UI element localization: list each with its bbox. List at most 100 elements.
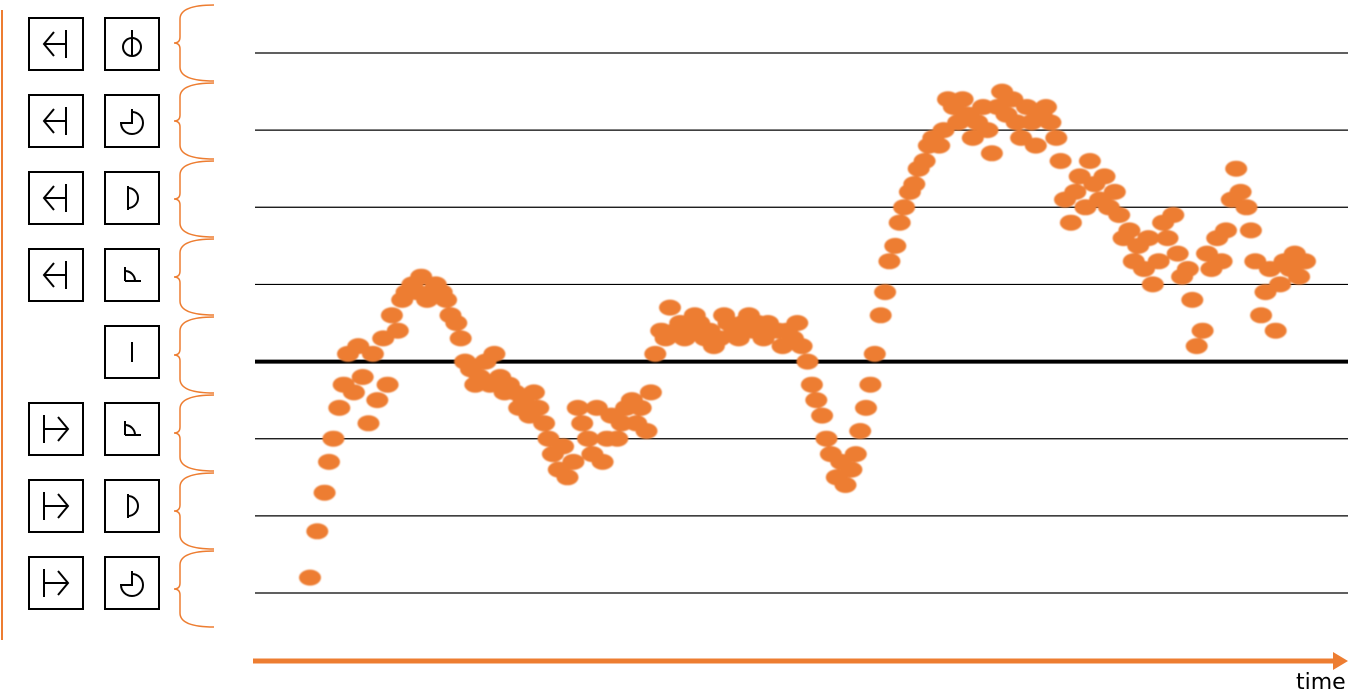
dial-quarter-icon bbox=[124, 421, 141, 436]
data-point bbox=[834, 477, 857, 493]
direction-box bbox=[28, 402, 84, 456]
data-point bbox=[639, 384, 662, 401]
dial-quarter-icon bbox=[124, 267, 141, 282]
data-point bbox=[318, 453, 340, 470]
data-point bbox=[840, 461, 863, 478]
data-point bbox=[878, 253, 901, 270]
data-point bbox=[1239, 222, 1262, 239]
data-point bbox=[980, 145, 1003, 162]
data-point bbox=[869, 307, 892, 324]
state-box bbox=[104, 171, 160, 225]
data-point bbox=[366, 392, 389, 409]
dial-three-quarter-icon bbox=[119, 109, 144, 135]
data-point bbox=[299, 569, 321, 586]
legend bbox=[28, 4, 215, 628]
data-point bbox=[884, 237, 907, 254]
data-point bbox=[811, 407, 834, 424]
dial-half-icon bbox=[127, 494, 139, 518]
dial-up-icon bbox=[122, 30, 142, 57]
data-point bbox=[1064, 183, 1087, 200]
data-point bbox=[351, 369, 374, 385]
data-point bbox=[361, 345, 384, 362]
data-point bbox=[571, 415, 594, 432]
data-point bbox=[1225, 160, 1248, 177]
state-box bbox=[104, 325, 160, 379]
data-point bbox=[1181, 291, 1204, 308]
data-point bbox=[1264, 322, 1287, 339]
data-point bbox=[1024, 137, 1047, 154]
data-point bbox=[1108, 207, 1131, 223]
arrow-right-icon bbox=[43, 492, 70, 520]
data-point bbox=[306, 523, 329, 540]
data-point bbox=[786, 315, 809, 331]
data-point bbox=[1215, 222, 1237, 239]
data-point bbox=[1235, 199, 1258, 216]
data-point bbox=[1185, 338, 1208, 355]
state-box bbox=[104, 479, 160, 533]
data-point bbox=[855, 399, 877, 416]
data-point bbox=[435, 291, 458, 308]
direction-box bbox=[28, 248, 84, 302]
data-point bbox=[888, 214, 911, 231]
data-point bbox=[1141, 276, 1164, 293]
data-point bbox=[1156, 230, 1179, 247]
data-point bbox=[874, 284, 897, 301]
data-point bbox=[328, 399, 351, 416]
arrow-left-icon bbox=[42, 107, 67, 135]
data-point bbox=[1035, 99, 1057, 115]
range-bracket bbox=[173, 82, 215, 160]
data-point bbox=[522, 384, 545, 401]
data-point bbox=[659, 299, 681, 316]
range-bracket bbox=[173, 550, 215, 628]
data-point bbox=[1118, 222, 1141, 239]
dial-half-icon bbox=[127, 186, 139, 210]
data-point bbox=[386, 322, 409, 339]
data-point bbox=[1294, 253, 1316, 270]
data-point bbox=[313, 484, 336, 501]
data-point bbox=[566, 399, 589, 416]
data-point bbox=[863, 345, 886, 362]
data-point bbox=[342, 384, 365, 401]
data-point bbox=[849, 423, 872, 439]
data-point bbox=[893, 199, 916, 216]
data-points bbox=[299, 83, 1316, 586]
arrow-left-icon bbox=[42, 184, 67, 212]
data-point bbox=[376, 376, 399, 393]
data-point bbox=[1045, 129, 1068, 146]
data-point bbox=[1162, 207, 1185, 223]
data-point bbox=[1288, 268, 1311, 285]
arrow-left-icon bbox=[42, 261, 67, 289]
data-point bbox=[1176, 261, 1199, 277]
time-axis-arrow bbox=[253, 652, 1348, 670]
data-point bbox=[1229, 183, 1252, 200]
data-point bbox=[483, 345, 506, 362]
data-point bbox=[976, 122, 999, 139]
data-point bbox=[951, 91, 974, 108]
data-point bbox=[800, 376, 823, 393]
data-point bbox=[562, 453, 585, 470]
range-bracket bbox=[173, 394, 215, 472]
data-point bbox=[357, 415, 380, 432]
data-point bbox=[629, 399, 652, 416]
range-bracket bbox=[173, 472, 215, 550]
data-point bbox=[1137, 230, 1160, 247]
data-point bbox=[445, 315, 468, 331]
data-point bbox=[796, 353, 819, 370]
data-point bbox=[533, 415, 556, 432]
data-point bbox=[903, 176, 926, 193]
x-axis-label: time bbox=[1296, 670, 1346, 689]
data-point bbox=[815, 430, 838, 447]
data-point bbox=[1078, 153, 1101, 169]
data-point bbox=[859, 376, 882, 393]
dial-three-quarter-icon bbox=[119, 571, 144, 597]
range-bracket bbox=[173, 160, 215, 238]
arrow-left-icon bbox=[42, 30, 67, 58]
data-point bbox=[790, 338, 813, 355]
data-point bbox=[556, 469, 579, 486]
data-point bbox=[380, 307, 403, 324]
data-point bbox=[644, 345, 667, 362]
data-point bbox=[1210, 253, 1233, 270]
data-point bbox=[577, 430, 599, 447]
data-point bbox=[1093, 168, 1116, 185]
